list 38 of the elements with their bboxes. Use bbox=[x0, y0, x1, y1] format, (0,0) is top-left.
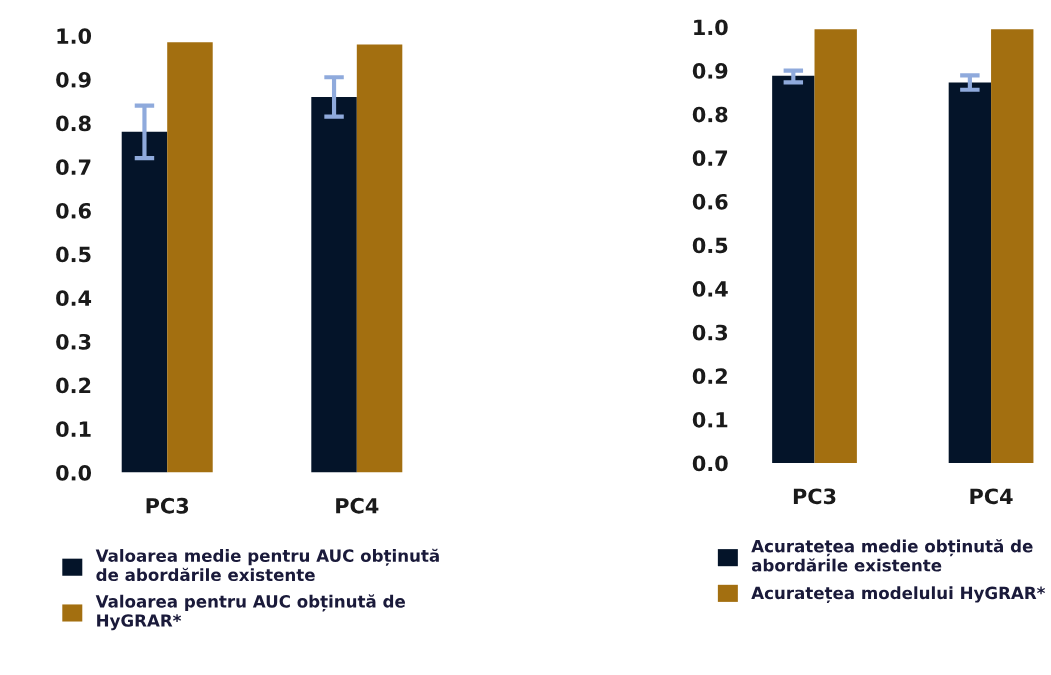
bar bbox=[948, 82, 992, 464]
y-tick-label: 0.8 bbox=[56, 115, 91, 132]
y-tick-label: 0.7 bbox=[56, 159, 91, 175]
x-tick-label: PC4 bbox=[970, 488, 1013, 505]
y-tick-label: 0.9 bbox=[692, 63, 728, 79]
bar bbox=[311, 96, 357, 473]
bar bbox=[814, 29, 857, 464]
y-tick-label: 0.2 bbox=[56, 377, 91, 394]
y-tick-label: 0.3 bbox=[56, 333, 91, 350]
y-tick-label: 0.2 bbox=[692, 368, 727, 385]
y-tick-label: 0.0 bbox=[692, 455, 728, 472]
bar bbox=[167, 42, 213, 473]
y-tick-label: 0.4 bbox=[692, 281, 728, 297]
bar bbox=[991, 29, 1034, 464]
y-tick-label: 0.8 bbox=[692, 106, 728, 123]
bar bbox=[121, 131, 168, 473]
x-tick-label: PC3 bbox=[146, 497, 189, 514]
y-tick-label: 0.6 bbox=[692, 193, 728, 210]
y-tick-label: 0.4 bbox=[56, 290, 92, 307]
x-tick-label: PC3 bbox=[793, 488, 836, 505]
y-tick-label: 0.0 bbox=[56, 464, 92, 481]
y-tick-label: 0.5 bbox=[56, 246, 91, 263]
y-tick-label: 0.5 bbox=[692, 237, 728, 254]
y-tick-label: 1.0 bbox=[57, 28, 92, 44]
bar bbox=[772, 75, 815, 464]
y-tick-label: 0.1 bbox=[692, 411, 728, 428]
legend-label: Acuratețea medie obținută de abordările existente bbox=[751, 539, 1033, 572]
y-tick-label: 1.0 bbox=[694, 19, 728, 36]
legend-label: Valoarea pentru AUC obținută de HyGRAR* bbox=[95, 594, 405, 631]
y-tick-label: 0.3 bbox=[692, 324, 728, 341]
legend-label: Valoarea medie pentru AUC obținută de abordările existente bbox=[95, 548, 439, 582]
y-tick-label: 0.6 bbox=[56, 202, 91, 219]
y-tick-label: 0.9 bbox=[56, 71, 91, 88]
y-tick-label: 0.7 bbox=[692, 150, 728, 167]
bar bbox=[356, 44, 403, 473]
y-tick-label: 0.1 bbox=[56, 421, 91, 438]
legend-label: Acuratețea modelului HyGRAR* bbox=[751, 586, 1046, 603]
x-tick-label: PC4 bbox=[336, 497, 379, 514]
